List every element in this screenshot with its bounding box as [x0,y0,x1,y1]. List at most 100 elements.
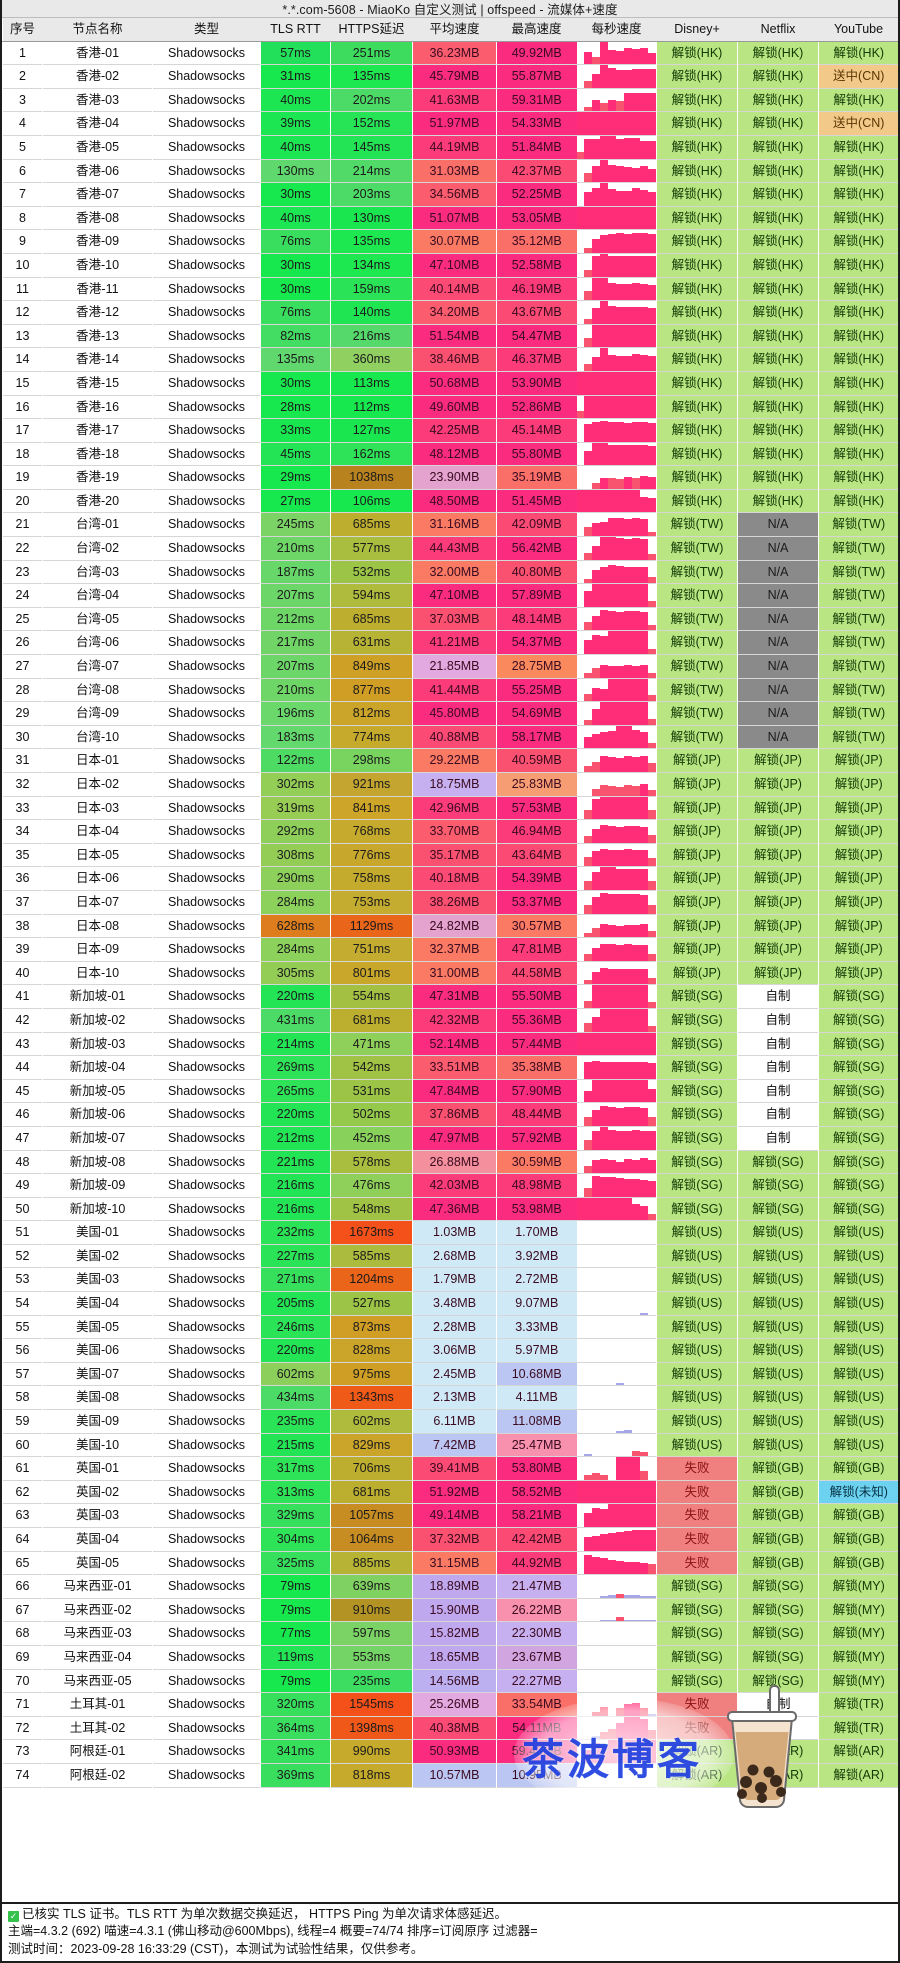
table-row[interactable]: 67 马来西亚-02 Shadowsocks 79ms 910ms 15.90MB 26.2… [2,1598,898,1622]
table-row[interactable]: 48 新加坡-08 Shadowsocks 221ms 578ms 26.88MB 30.5… [2,1150,898,1174]
table-row[interactable]: 33 日本-03 Shadowsocks 319ms 841ms 42.96MB 57.53… [2,796,898,820]
table-row[interactable]: 70 马来西亚-05 Shadowsocks 79ms 235ms 14.56MB 22.2… [2,1669,898,1693]
table-row[interactable]: 16 香港-16 Shadowsocks 28ms 112ms 49.60MB 52.86M… [2,395,898,419]
cell-max-speed: 4.11MB [496,1385,577,1410]
table-row[interactable]: 18 香港-18 Shadowsocks 45ms 162ms 48.12MB 55.80M… [2,442,898,466]
column-header-disney[interactable]: Disney+ [656,18,738,42]
footer-line-meta: 主端=4.3.2 (692) 喵速=4.3.1 (佛山移动@600Mbps), … [8,1924,538,1938]
column-header-index[interactable]: 序号 [2,18,43,42]
table-row[interactable]: 61 英国-01 Shadowsocks 317ms 706ms 39.41MB 53.80… [2,1456,898,1481]
column-header-tls-rtt[interactable]: TLS RTT [260,18,331,42]
column-header-https[interactable]: HTTPS延迟 [330,18,413,42]
table-row[interactable]: 20 香港-20 Shadowsocks 27ms 106ms 48.50MB 51.45M… [2,489,898,513]
table-row[interactable]: 65 英国-05 Shadowsocks 325ms 885ms 31.15MB 44.92… [2,1551,898,1575]
table-row[interactable]: 13 香港-13 Shadowsocks 82ms 216ms 51.54MB 54.47M… [2,324,898,348]
table-row[interactable]: 63 英国-03 Shadowsocks 329ms 1057ms 49.14MB 58.2… [2,1503,898,1528]
table-row[interactable]: 22 台湾-02 Shadowsocks 210ms 577ms 44.43MB 56.42… [2,536,898,561]
table-row[interactable]: 34 日本-04 Shadowsocks 292ms 768ms 33.70MB 46.94… [2,819,898,844]
table-row[interactable]: 30 台湾-10 Shadowsocks 183ms 774ms 40.88MB 58.17… [2,725,898,749]
table-row[interactable]: 35 日本-05 Shadowsocks 308ms 776ms 35.17MB 43.64… [2,843,898,867]
table-row[interactable]: 26 台湾-06 Shadowsocks 217ms 631ms 41.21MB 54.37… [2,630,898,655]
table-row[interactable]: 11 香港-11 Shadowsocks 30ms 159ms 40.14MB 46.19M… [2,277,898,301]
table-row[interactable]: 66 马来西亚-01 Shadowsocks 79ms 639ms 18.89MB 21.4… [2,1574,898,1599]
cell-netflix: 解锁(US) [737,1267,819,1292]
table-row[interactable]: 21 台湾-01 Shadowsocks 245ms 685ms 31.16MB 42.09… [2,512,898,537]
cell-youtube: 解锁(TW) [818,725,898,749]
table-row[interactable]: 4 香港-04 Shadowsocks 39ms 152ms 51.97MB 54.33MB… [2,111,898,136]
cell-disney: 解锁(HK) [656,371,738,395]
table-row[interactable]: 9 香港-09 Shadowsocks 76ms 135ms 30.07MB 35.12MB… [2,229,898,254]
cell-speed-sparkline [576,1385,657,1410]
table-row[interactable]: 44 新加坡-04 Shadowsocks 269ms 542ms 33.51MB 35.3… [2,1055,898,1080]
table-row[interactable]: 46 新加坡-06 Shadowsocks 220ms 502ms 37.86MB 48.4… [2,1102,898,1127]
table-row[interactable]: 37 日本-07 Shadowsocks 284ms 753ms 38.26MB 53.37… [2,890,898,915]
table-row[interactable]: 19 香港-19 Shadowsocks 29ms 1038ms 23.90MB 35.19… [2,465,898,490]
table-row[interactable]: 74 阿根廷-02 Shadowsocks 369ms 818ms 10.57MB 10.9… [2,1763,898,1788]
table-row[interactable]: 42 新加坡-02 Shadowsocks 431ms 681ms 42.32MB 55.3… [2,1008,898,1033]
table-row[interactable]: 58 美国-08 Shadowsocks 434ms 1343ms 2.13MB 4.11M… [2,1385,898,1410]
cell-node-name: 台湾-04 [42,583,153,608]
table-row[interactable]: 3 香港-03 Shadowsocks 40ms 202ms 41.63MB 59.31MB… [2,88,898,112]
table-row[interactable]: 71 土耳其-01 Shadowsocks 320ms 1545ms 25.26MB 33.… [2,1692,898,1717]
cell-type: Shadowsocks [152,630,261,655]
table-row[interactable]: 43 新加坡-03 Shadowsocks 214ms 471ms 52.14MB 57.4… [2,1032,898,1056]
table-row[interactable]: 62 英国-02 Shadowsocks 313ms 681ms 51.92MB 58.52… [2,1480,898,1504]
table-row[interactable]: 51 美国-01 Shadowsocks 232ms 1673ms 1.03MB 1.70M… [2,1220,898,1245]
column-header-youtube[interactable]: YouTube [818,18,898,42]
table-row[interactable]: 24 台湾-04 Shadowsocks 207ms 594ms 47.10MB 57.89… [2,583,898,608]
table-row[interactable]: 47 新加坡-07 Shadowsocks 212ms 452ms 47.97MB 57.9… [2,1126,898,1150]
column-header-max[interactable]: 最高速度 [496,18,577,42]
table-row[interactable]: 72 土耳其-02 Shadowsocks 364ms 1398ms 40.38MB 54.… [2,1716,898,1740]
column-header-type[interactable]: 类型 [152,18,261,42]
column-header-persec[interactable]: 每秒速度 [576,18,657,42]
table-row[interactable]: 59 美国-09 Shadowsocks 235ms 602ms 6.11MB 11.08M… [2,1409,898,1434]
table-row[interactable]: 15 香港-15 Shadowsocks 30ms 113ms 50.68MB 53.90M… [2,371,898,395]
cell-avg-speed: 29.22MB [412,748,497,773]
table-row[interactable]: 56 美国-06 Shadowsocks 220ms 828ms 3.06MB 5.97MB… [2,1338,898,1363]
table-row[interactable]: 5 香港-05 Shadowsocks 40ms 145ms 44.19MB 51.84MB… [2,135,898,160]
table-row[interactable]: 17 香港-17 Shadowsocks 33ms 127ms 42.25MB 45.14M… [2,418,898,443]
table-row[interactable]: 39 日本-09 Shadowsocks 284ms 751ms 32.37MB 47.81… [2,937,898,962]
table-row[interactable]: 69 马来西亚-04 Shadowsocks 119ms 553ms 18.65MB 23.… [2,1645,898,1670]
table-row[interactable]: 38 日本-08 Shadowsocks 628ms 1129ms 24.82MB 30.5… [2,914,898,938]
table-row[interactable]: 23 台湾-03 Shadowsocks 187ms 532ms 32.00MB 40.80… [2,560,898,584]
table-row[interactable]: 73 阿根廷-01 Shadowsocks 341ms 990ms 50.93MB 59.4… [2,1739,898,1764]
table-row[interactable]: 7 香港-07 Shadowsocks 30ms 203ms 34.56MB 52.25MB… [2,182,898,207]
table-row[interactable]: 55 美国-05 Shadowsocks 246ms 873ms 2.28MB 3.33MB… [2,1315,898,1339]
table-row[interactable]: 8 香港-08 Shadowsocks 40ms 130ms 51.07MB 53.05MB… [2,206,898,230]
column-header-node[interactable]: 节点名称 [42,18,153,42]
cell-netflix: 解锁(US) [737,1433,819,1457]
table-row[interactable]: 50 新加坡-10 Shadowsocks 216ms 548ms 47.36MB 53.9… [2,1197,898,1221]
table-row[interactable]: 64 英国-04 Shadowsocks 304ms 1064ms 37.32MB 42.4… [2,1527,898,1552]
table-row[interactable]: 10 香港-10 Shadowsocks 30ms 134ms 47.10MB 52.58M… [2,253,898,278]
table-row[interactable]: 49 新加坡-09 Shadowsocks 216ms 476ms 42.03MB 48.9… [2,1173,898,1198]
table-row[interactable]: 25 台湾-05 Shadowsocks 212ms 685ms 37.03MB 48.14… [2,607,898,631]
table-row[interactable]: 57 美国-07 Shadowsocks 602ms 975ms 2.45MB 10.68M… [2,1362,898,1386]
table-row[interactable]: 28 台湾-08 Shadowsocks 210ms 877ms 41.44MB 55.25… [2,678,898,702]
table-row[interactable]: 27 台湾-07 Shadowsocks 207ms 849ms 21.85MB 28.75… [2,654,898,679]
column-header-netflix[interactable]: Netflix [737,18,819,42]
cell-node-name: 日本-07 [42,890,153,915]
table-row[interactable]: 60 美国-10 Shadowsocks 215ms 829ms 7.42MB 25.47M… [2,1433,898,1457]
table-row[interactable]: 41 新加坡-01 Shadowsocks 220ms 554ms 47.31MB 55.5… [2,984,898,1009]
table-row[interactable]: 29 台湾-09 Shadowsocks 196ms 812ms 45.80MB 54.69… [2,701,898,726]
table-row[interactable]: 53 美国-03 Shadowsocks 271ms 1204ms 1.79MB 2.72M… [2,1267,898,1292]
table-row[interactable]: 52 美国-02 Shadowsocks 227ms 585ms 2.68MB 3.92MB… [2,1244,898,1268]
table-row[interactable]: 54 美国-04 Shadowsocks 205ms 527ms 3.48MB 9.07MB… [2,1291,898,1316]
table-row[interactable]: 2 香港-02 Shadowsocks 31ms 135ms 45.79MB 55.87MB… [2,64,898,89]
table-row[interactable]: 1 香港-01 Shadowsocks 57ms 251ms 36.23MB 49.92MB… [2,41,898,65]
table-row[interactable]: 36 日本-06 Shadowsocks 290ms 758ms 40.18MB 54.39… [2,866,898,891]
table-row[interactable]: 45 新加坡-05 Shadowsocks 265ms 531ms 47.84MB 57.9… [2,1079,898,1103]
table-row[interactable]: 32 日本-02 Shadowsocks 302ms 921ms 18.75MB 25.83… [2,772,898,797]
table-row[interactable]: 6 香港-06 Shadowsocks 130ms 214ms 31.03MB 42.37M… [2,159,898,183]
cell-node-name: 美国-10 [42,1433,153,1457]
table-row[interactable]: 40 日本-10 Shadowsocks 305ms 801ms 31.00MB 44.58… [2,961,898,985]
table-row[interactable]: 68 马来西亚-03 Shadowsocks 77ms 597ms 15.82MB 22.3… [2,1621,898,1646]
column-header-avg[interactable]: 平均速度 [412,18,497,42]
table-row[interactable]: 31 日本-01 Shadowsocks 122ms 298ms 29.22MB 40.59… [2,748,898,773]
cell-max-speed: 49.92MB [496,41,577,65]
cell-node-name: 香港-02 [42,64,153,89]
table-row[interactable]: 12 香港-12 Shadowsocks 76ms 140ms 34.20MB 43.67M… [2,300,898,325]
table-row[interactable]: 14 香港-14 Shadowsocks 135ms 360ms 38.46MB 46.37… [2,347,898,372]
cell-node-name: 香港-12 [42,300,153,325]
